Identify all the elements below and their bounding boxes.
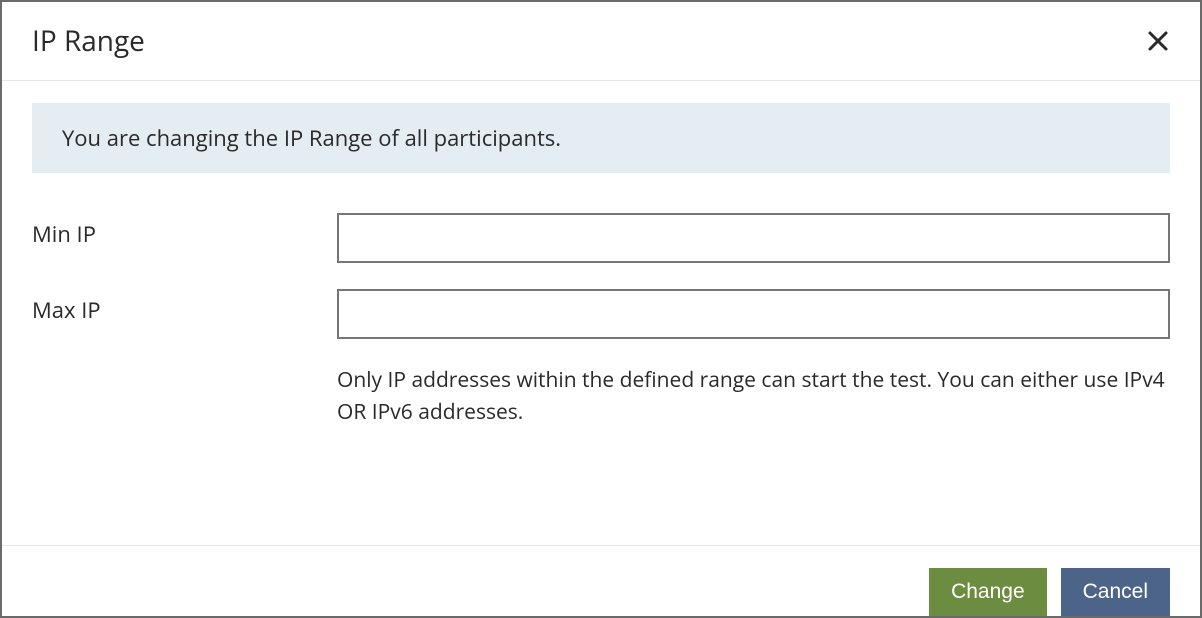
- max-ip-input[interactable]: [337, 289, 1170, 339]
- change-button[interactable]: Change: [929, 568, 1047, 616]
- close-icon[interactable]: [1146, 29, 1170, 53]
- max-ip-row: Max IP: [32, 289, 1170, 339]
- help-text-row: Only IP addresses within the defined ran…: [32, 365, 1170, 428]
- modal-title: IP Range: [32, 22, 145, 60]
- modal-footer: Change Cancel: [2, 545, 1200, 616]
- help-spacer: [32, 365, 337, 428]
- cancel-button[interactable]: Cancel: [1061, 568, 1170, 616]
- modal-body: You are changing the IP Range of all par…: [2, 81, 1200, 545]
- min-ip-row: Min IP: [32, 213, 1170, 263]
- max-ip-label: Max IP: [32, 289, 337, 325]
- help-text: Only IP addresses within the defined ran…: [337, 365, 1170, 428]
- min-ip-label: Min IP: [32, 213, 337, 249]
- info-banner: You are changing the IP Range of all par…: [32, 103, 1170, 173]
- modal-header: IP Range: [2, 2, 1200, 81]
- ip-range-modal: IP Range You are changing the IP Range o…: [2, 2, 1200, 616]
- min-ip-input[interactable]: [337, 213, 1170, 263]
